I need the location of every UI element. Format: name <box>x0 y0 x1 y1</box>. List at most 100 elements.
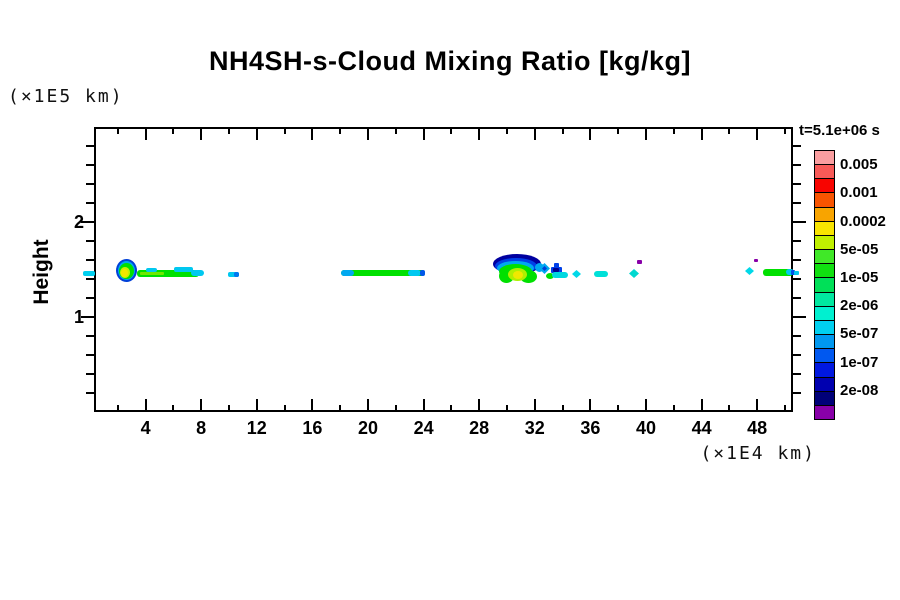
colorbar-level-label: 2e-08 <box>840 382 879 399</box>
cloud-feature-wisp-x35 <box>572 270 581 278</box>
x-minor-tick-bottom <box>672 405 675 412</box>
x-major-tick-bottom <box>478 399 481 412</box>
cloud-feature-small-cloud-blob <box>121 269 128 277</box>
x-minor-tick-bottom <box>228 405 230 412</box>
x-major-tick-top <box>700 127 703 140</box>
x-tick-label: 20 <box>357 418 379 438</box>
cloud-feature-streak-right-edge <box>794 271 799 275</box>
x-minor-tick-bottom <box>116 405 119 412</box>
x-major-tick-top <box>311 127 314 140</box>
x-minor-tick-top <box>394 127 397 134</box>
colorbar-cell <box>815 235 834 251</box>
x-tick-label: 24 <box>413 418 434 438</box>
cloud-feature-cloud-streak-2 <box>408 270 421 276</box>
cloud-feature-fragment-arrow <box>542 266 547 271</box>
colorbar-cell <box>815 278 834 293</box>
x-major-tick-top <box>478 127 481 140</box>
x-minor-tick-bottom <box>784 405 786 412</box>
colorbar-cell <box>815 221 834 236</box>
cloud-feature-fragment-dash <box>552 272 568 278</box>
cloud-feature-cloud-streak-2 <box>341 270 354 276</box>
colorbar-cell <box>815 179 834 194</box>
colorbar-cell <box>815 320 834 336</box>
cloud-feature-wisp-left-edge <box>83 271 95 276</box>
y-minor-tick-left <box>86 145 94 147</box>
y-minor-tick-right <box>793 202 801 204</box>
x-minor-tick-top <box>617 127 620 134</box>
colorbar-cell <box>815 391 834 406</box>
colorbar-level-label: 0.005 <box>840 156 878 173</box>
cloud-feature-cloud-streak-2 <box>341 270 425 276</box>
x-major-tick-bottom <box>144 399 147 412</box>
y-minor-tick-right <box>793 297 801 299</box>
y-major-tick-left <box>81 316 94 318</box>
colorbar-level-label: 2e-06 <box>840 297 879 314</box>
x-tick-label: 36 <box>580 418 601 438</box>
x-major-tick-bottom <box>700 399 703 412</box>
x-major-tick-top <box>144 127 147 140</box>
y-minor-tick-left <box>86 335 94 337</box>
colorbar-cell <box>815 363 834 378</box>
y-major-tick-right <box>793 316 806 318</box>
cloud-feature-fragment-dash <box>546 273 554 279</box>
cloud-feature-small-wisp-x10 <box>228 272 239 277</box>
y-minor-tick-left <box>86 278 94 280</box>
x-major-tick-bottom <box>255 399 258 412</box>
cloud-feature-small-wisp-x10 <box>234 272 239 277</box>
x-major-tick-bottom <box>645 399 647 412</box>
x-tick-label: 48 <box>747 418 768 438</box>
y-minor-tick-left <box>86 373 94 375</box>
y-minor-tick-right <box>793 240 801 242</box>
x-major-tick-top <box>367 127 369 140</box>
y-major-tick-right <box>793 221 806 223</box>
x-major-tick-bottom <box>589 399 592 412</box>
x-major-tick-top <box>255 127 258 140</box>
x-minor-tick-top <box>561 127 564 134</box>
x-tick-label: 28 <box>469 418 490 438</box>
y-minor-tick-right <box>793 335 801 337</box>
x-tick-label: 8 <box>196 418 207 438</box>
y-minor-tick-right <box>793 164 801 166</box>
colorbar-cell <box>815 193 834 208</box>
colorbar-level-label: 5e-05 <box>840 241 879 258</box>
x-tick-label: 40 <box>635 418 657 438</box>
x-minor-tick-top <box>784 127 786 134</box>
x-minor-tick-top <box>116 127 119 134</box>
cloud-feature-main-cloud <box>513 271 523 279</box>
x-minor-tick-top <box>672 127 675 134</box>
y-tick-label: 2 <box>73 212 84 232</box>
x-minor-tick-top <box>283 127 286 134</box>
x-minor-tick-bottom <box>561 405 564 412</box>
y-minor-tick-left <box>86 297 94 299</box>
colorbar-cell <box>815 377 834 392</box>
y-major-tick-left <box>81 221 94 223</box>
x-minor-tick-bottom <box>506 405 508 412</box>
cloud-feature-wisp-x39 <box>629 269 639 278</box>
cloud-feature-streak-right-edge <box>786 269 794 275</box>
x-minor-tick-top <box>450 127 453 134</box>
colorbar-level-label: 0.001 <box>840 184 878 201</box>
y-minor-tick-left <box>86 240 94 242</box>
colorbar-cell <box>815 151 834 166</box>
cloud-feature-speck-x39 <box>637 260 642 264</box>
colorbar <box>814 150 835 420</box>
y-minor-tick-right <box>793 145 801 147</box>
colorbar-cell <box>815 292 834 307</box>
y-tick-label: 1 <box>73 307 84 327</box>
y-minor-tick-left <box>86 392 94 394</box>
x-major-tick-bottom <box>422 399 425 412</box>
cloud-feature-wisp-x47 <box>745 267 754 275</box>
cloud-feature-cloud-streak-1 <box>137 270 199 277</box>
x-major-tick-bottom <box>756 399 759 412</box>
x-major-tick-bottom <box>367 399 369 412</box>
x-minor-tick-bottom <box>172 405 175 412</box>
colorbar-cell <box>815 349 834 364</box>
y-minor-tick-left <box>86 202 94 204</box>
y-minor-tick-right <box>793 373 801 375</box>
colorbar-level-label: 5e-07 <box>840 325 879 342</box>
colorbar-level-label: 1e-07 <box>840 354 879 371</box>
colorbar-cell <box>815 264 834 279</box>
cloud-feature-streak-right-edge <box>763 269 793 276</box>
x-tick-label: 44 <box>691 418 712 438</box>
y-minor-tick-left <box>86 354 94 356</box>
